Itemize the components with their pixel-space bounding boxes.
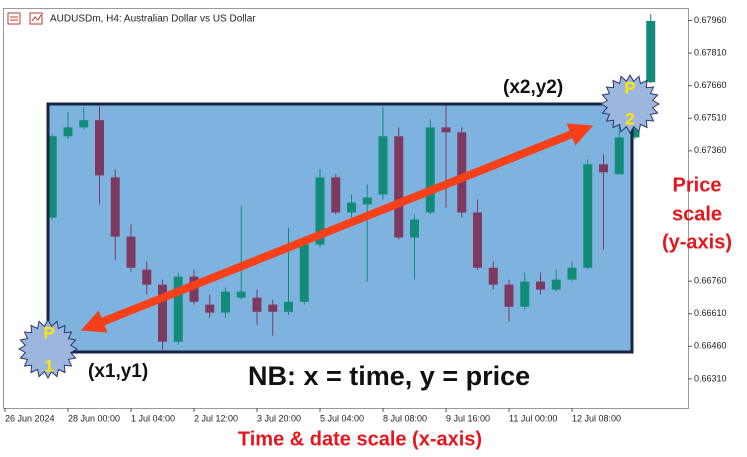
x-tick-label: 3 Jul 20:00 bbox=[257, 413, 301, 423]
candle-body bbox=[299, 244, 309, 302]
y-scale-note: Price bbox=[673, 174, 722, 196]
note: NB: x = time, y = price bbox=[248, 361, 530, 391]
candle-body bbox=[362, 197, 372, 205]
point-label: (x2,y2) bbox=[503, 77, 563, 98]
candle-body bbox=[614, 137, 624, 175]
candle-body bbox=[504, 284, 514, 307]
header-icons bbox=[7, 12, 43, 25]
x-tick-label: 28 Jun 00:00 bbox=[68, 413, 120, 423]
y-tick-label: 0.67510 bbox=[694, 113, 727, 123]
candle-body bbox=[583, 164, 593, 268]
y-scale-note: (y-axis) bbox=[662, 231, 732, 253]
candle-body bbox=[378, 136, 388, 195]
x-tick-label: 1 Jul 04:00 bbox=[131, 413, 175, 423]
x-tick-label: 26 Jun 2024 bbox=[5, 413, 55, 423]
candle-body bbox=[63, 127, 73, 137]
y-scale-note: scale bbox=[672, 203, 722, 225]
candle-body bbox=[599, 164, 608, 173]
point-letter: P bbox=[43, 323, 54, 342]
candle-body bbox=[457, 132, 467, 213]
candle-body bbox=[126, 236, 136, 268]
candle-body bbox=[284, 301, 293, 312]
y-tick-label: 0.67660 bbox=[694, 80, 727, 90]
x-tick-label: 8 Jul 08:00 bbox=[383, 413, 427, 423]
y-tick-label: 0.67810 bbox=[694, 47, 727, 57]
candle-body bbox=[441, 127, 451, 133]
point-number: 1 bbox=[44, 356, 53, 375]
point-2: P 2 bbox=[599, 73, 661, 135]
y-tick-label: 0.67960 bbox=[694, 15, 727, 25]
x-tick-label: 9 Jul 16:00 bbox=[446, 413, 490, 423]
point-number: 2 bbox=[625, 109, 634, 128]
candle-body bbox=[473, 212, 482, 268]
arrow bbox=[80, 123, 594, 333]
candle-body bbox=[110, 177, 120, 237]
candle-body bbox=[236, 291, 246, 298]
candle-body bbox=[394, 136, 404, 238]
chart-title: AUDUSDm, H4: Australian Dollar vs US Dol… bbox=[50, 14, 256, 25]
x-tick-label: 5 Jul 04:00 bbox=[320, 413, 364, 423]
y-tick-label: 0.66460 bbox=[694, 341, 727, 351]
candle-body bbox=[142, 269, 152, 285]
candle-body bbox=[79, 120, 89, 128]
candle-body bbox=[536, 281, 545, 290]
candle-body bbox=[520, 281, 530, 307]
candle-body bbox=[95, 120, 104, 176]
candle-body bbox=[347, 202, 356, 213]
point-1: P 1 bbox=[17, 318, 79, 380]
y-tick-label: 0.67360 bbox=[694, 145, 727, 155]
x-tick-label: 11 Jul 00:00 bbox=[509, 413, 557, 423]
y-tick-label: 0.66760 bbox=[694, 276, 727, 286]
candle-body bbox=[425, 127, 435, 213]
point-letter: P bbox=[624, 78, 635, 97]
candle-body bbox=[488, 267, 498, 285]
candle-body bbox=[331, 177, 341, 213]
candle-body bbox=[567, 267, 577, 280]
candle-body bbox=[205, 304, 215, 313]
candle-body bbox=[221, 291, 230, 313]
x-tick-label: 2 Jul 12:00 bbox=[194, 413, 238, 423]
candle-body bbox=[268, 304, 278, 312]
y-tick-label: 0.66310 bbox=[694, 373, 727, 383]
candle-body bbox=[410, 219, 419, 238]
candle-body bbox=[47, 136, 57, 218]
x-axis-title: Time & date scale (x-axis) bbox=[238, 428, 482, 450]
x-tick-label: 12 Jul 08:00 bbox=[572, 413, 621, 423]
candle-body bbox=[646, 20, 656, 83]
candle-body bbox=[551, 279, 561, 290]
candle-body bbox=[252, 297, 262, 312]
point-label: (x1,y1) bbox=[88, 361, 148, 382]
y-tick-label: 0.66610 bbox=[694, 308, 727, 318]
selection-box-border bbox=[46, 102, 634, 354]
